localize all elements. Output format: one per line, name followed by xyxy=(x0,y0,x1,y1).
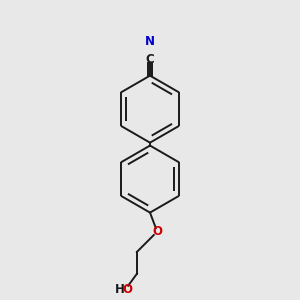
Text: N: N xyxy=(145,35,155,48)
Text: H: H xyxy=(115,283,125,296)
Text: C: C xyxy=(146,53,154,66)
Text: O: O xyxy=(123,283,133,296)
Text: O: O xyxy=(152,225,162,238)
